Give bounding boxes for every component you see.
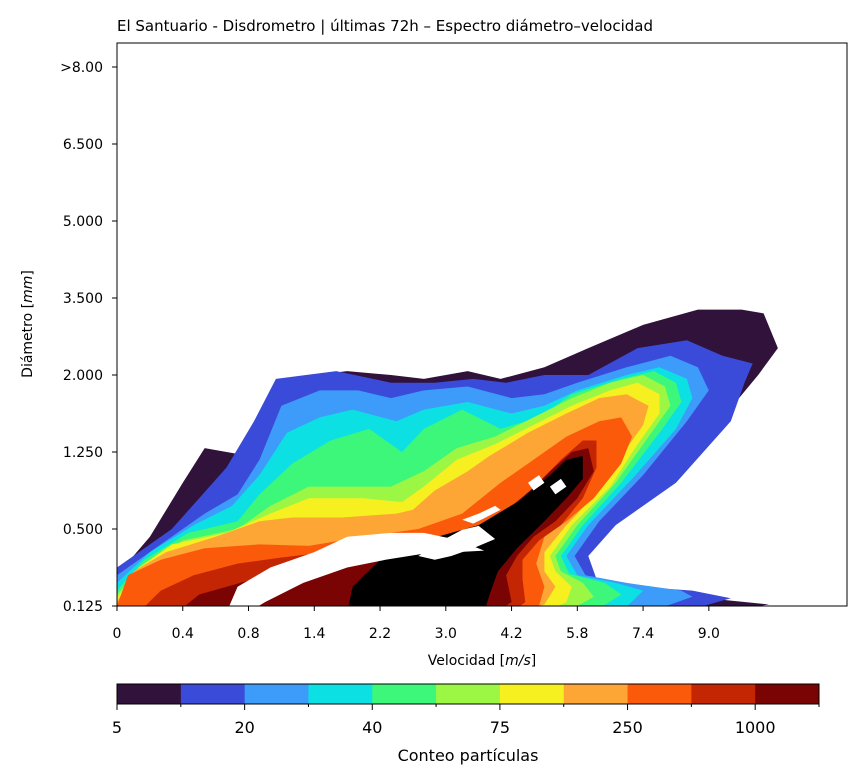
colorbar-tick-label: 20: [234, 718, 254, 737]
y-tick-label: 6.500: [63, 137, 103, 153]
contour-hole-3: [462, 505, 501, 524]
y-tick-label: 2.000: [63, 368, 103, 384]
plot-frame: [116, 42, 848, 607]
colorbar-swatch: [627, 684, 692, 704]
contour-hole-4: [528, 475, 545, 491]
x-tick-label: 0: [113, 626, 122, 642]
colorbar-label: Conteo partículas: [398, 746, 539, 765]
chart-title: El Santuario - Disdrometro | últimas 72h…: [117, 17, 653, 35]
x-tick-label: 9.0: [698, 626, 720, 642]
colorbar-swatch: [117, 684, 182, 704]
y-tick-label: 0.500: [63, 522, 103, 538]
contour-hole-5: [549, 478, 567, 495]
colorbar-swatch: [244, 684, 309, 704]
contour-hole-2: [418, 525, 496, 560]
y-tick-label: 5.000: [63, 214, 103, 230]
x-tick-label: 5.8: [566, 626, 588, 642]
y-tick-label: 0.125: [63, 599, 103, 615]
colorbar-swatch: [308, 684, 373, 704]
x-axis: 0 0.4 0.8 1.4 2.2 3.0 4.2 5.8 7.4 9.0: [113, 606, 720, 642]
colorbar-tick-label: 1000: [735, 718, 776, 737]
x-tick-label: 0.8: [237, 626, 259, 642]
colorbar-tick-label: 5: [112, 718, 122, 737]
colorbar-swatch: [372, 684, 437, 704]
colorbar-tick-label: 75: [490, 718, 510, 737]
colorbar-swatch: [499, 684, 565, 704]
colorbar-tick-label: 250: [612, 718, 643, 737]
x-tick-label: 1.4: [303, 626, 325, 642]
y-tick-label: 1.250: [63, 445, 103, 461]
colorbar-swatch: [563, 684, 629, 704]
x-tick-label: 0.4: [172, 626, 194, 642]
colorbar-swatch: [691, 684, 756, 704]
x-tick-label: 2.2: [369, 626, 391, 642]
colorbar: 5 20 40 75 250 1000: [112, 683, 820, 737]
x-tick-label: 7.4: [632, 626, 654, 642]
colorbar-swatch: [755, 684, 820, 704]
y-axis-label: Diámetro [mm]: [20, 270, 36, 378]
x-tick-label: 3.0: [435, 626, 457, 642]
y-tick-label: >8.00: [60, 60, 103, 76]
plot-area: [117, 309, 778, 606]
colorbar-frame: [116, 683, 820, 705]
y-axis: 0.125 0.500 1.250 2.000 3.500 5.000 6.500 >8.00: [60, 60, 117, 615]
y-tick-label: 3.500: [63, 291, 103, 307]
colorbar-tick-label: 40: [362, 718, 382, 737]
colorbar-swatch: [436, 684, 501, 704]
contour-hole-1: [229, 532, 485, 606]
colorbar-swatch: [180, 684, 246, 704]
x-axis-label: Velocidad [m/s]: [428, 653, 537, 669]
x-tick-label: 4.2: [500, 626, 522, 642]
